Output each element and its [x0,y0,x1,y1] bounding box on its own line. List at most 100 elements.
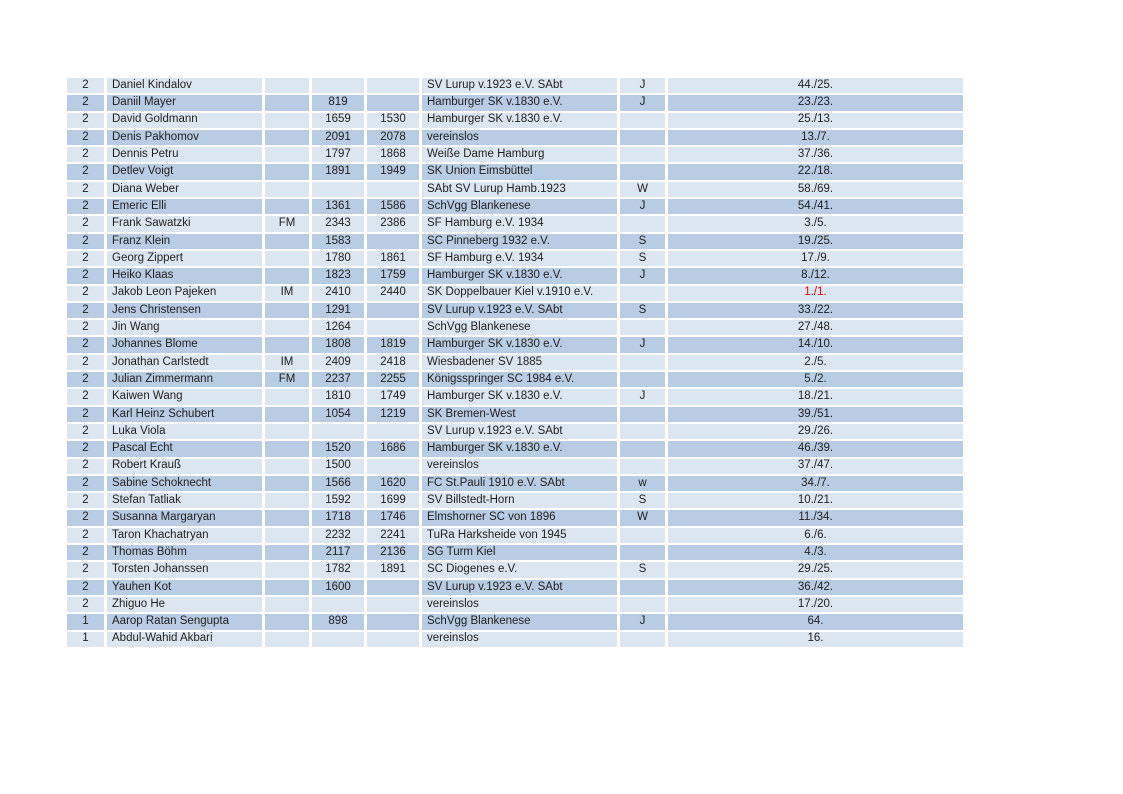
cell-title [265,181,312,200]
cell-name: Stefan Tatliak [107,493,265,511]
cell-rating2: 2241 [367,527,422,546]
table-row: 1 Abdul-Wahid Akbari vereinslos 16. [67,631,963,649]
cell-group: 2 [67,129,107,148]
cell-rating1: 1600 [312,579,367,597]
cell-flag [620,320,668,338]
table-row: 2 Jens Christensen 1291 SV Lurup v.1923 e.V… [67,302,963,321]
cell-club: SchVgg Blankenese [422,320,620,338]
table-row: 2 Sabine Schoknecht 1566 1620 FC St.Pauli 19… [67,475,963,494]
cell-title [265,527,312,546]
cell-rating2: 1746 [367,510,422,528]
table-row: 2 Kaiwen Wang 1810 1749 Hamburger SK v.1830 … [67,389,963,407]
cell-score: 18./21. [668,389,963,407]
cell-title [265,614,312,632]
cell-name: Abdul-Wahid Akbari [107,631,265,649]
cell-club: vereinslos [422,631,620,649]
cell-rating2 [367,78,422,96]
cell-name: Thomas Böhm [107,545,265,563]
cell-group: 2 [67,268,107,286]
cell-flag [620,372,668,390]
table-row: 2 Denis Pakhomov 2091 2078 vereinslos 13./7. [67,129,963,148]
cell-rating2: 1749 [367,389,422,407]
cell-score: 27./48. [668,320,963,338]
cell-flag [620,423,668,442]
table-row: 2 Stefan Tatliak 1592 1699 SV Billstedt-Horn… [67,493,963,511]
cell-title [265,441,312,459]
cell-rating1 [312,631,367,649]
table-row: 2 Thomas Böhm 2117 2136 SG Turm Kiel 4./3. [67,545,963,563]
table-row: 2 Detlev Voigt 1891 1949 SK Union Eimsbüttel… [67,164,963,182]
cell-name: Franz Klein [107,233,265,251]
cell-club: SV Lurup v.1923 e.V. SAbt [422,78,620,96]
cell-name: Denis Pakhomov [107,129,265,148]
cell-club: SchVgg Blankenese [422,199,620,217]
cell-rating1: 1264 [312,320,367,338]
cell-flag [620,458,668,476]
cell-score: 29./26. [668,424,963,442]
cell-score: 6./6. [668,528,963,546]
cell-rating1: 898 [312,614,367,632]
cell-name: Jens Christensen [107,302,265,321]
cell-score: 8./12. [668,268,963,286]
cell-flag: S [620,562,668,580]
cell-rating1: 2343 [312,216,367,234]
cell-rating2: 2386 [367,216,422,234]
cell-rating2: 1699 [367,493,422,511]
cell-score: 37./47. [668,459,963,476]
cell-name: Pascal Echt [107,441,265,459]
cell-flag [620,354,668,373]
cell-club: FC St.Pauli 1910 e.V. SAbt [422,475,620,494]
cell-rating2: 1868 [367,147,422,165]
cell-title: FM [265,372,312,390]
cell-score: 37./36. [668,147,963,165]
cell-name: Daniel Kindalov [107,78,265,96]
table-row: 2 Heiko Klaas 1823 1759 Hamburger SK v.1830 … [67,268,963,286]
cell-name: Jakob Leon Pajeken [107,285,265,303]
cell-rating2: 2078 [367,129,422,148]
cell-name: Robert Krauß [107,458,265,476]
cell-flag: J [620,95,668,113]
cell-flag [620,216,668,234]
cell-rating1: 1810 [312,389,367,407]
cell-club: Wiesbadener SV 1885 [422,354,620,373]
cell-title: IM [265,354,312,373]
table-row: 2 Frank Sawatzki FM 2343 2386 SF Hamburg e.V.… [67,216,963,234]
cell-club: Hamburger SK v.1830 e.V. [422,95,620,113]
cell-name: Zhiguo He [107,596,265,615]
cell-rating1: 1054 [312,406,367,424]
cell-score: 10./21. [668,493,963,511]
cell-title [265,233,312,251]
table-row: 2 Daniil Mayer 819 Hamburger SK v.1830 e.V.… [67,95,963,113]
cell-rating2: 2418 [367,354,422,373]
cell-flag [620,527,668,546]
cell-rating1: 1823 [312,268,367,286]
table-row: 2 Diana Weber SAbt SV Lurup Hamb.1923 W 58./… [67,181,963,200]
cell-title [265,493,312,511]
cell-group: 1 [67,631,107,649]
cell-rating2 [367,458,422,476]
cell-name: Julian Zimmermann [107,372,265,390]
cell-club: SF Hamburg e.V. 1934 [422,250,620,269]
cell-title [265,579,312,597]
cell-club: SV Lurup v.1923 e.V. SAbt [422,579,620,597]
cell-flag [620,164,668,182]
cell-club: SF Hamburg e.V. 1934 [422,216,620,234]
cell-title [265,320,312,338]
cell-title [265,545,312,563]
cell-rating2 [367,631,422,649]
cell-group: 2 [67,285,107,303]
cell-name: Torsten Johanssen [107,562,265,580]
cell-flag: S [620,302,668,321]
cell-club: vereinslos [422,596,620,615]
cell-name: Sabine Schoknecht [107,475,265,494]
cell-rating2 [367,320,422,338]
cell-club: SV Lurup v.1923 e.V. SAbt [422,423,620,442]
cell-name: Daniil Mayer [107,95,265,113]
cell-flag: W [620,510,668,528]
cell-group: 2 [67,112,107,130]
cell-name: Aarop Ratan Sengupta [107,614,265,632]
cell-score: 33./22. [668,303,963,321]
table-row: 2 Luka Viola SV Lurup v.1923 e.V. SAbt 29./… [67,423,963,442]
cell-name: Diana Weber [107,181,265,200]
cell-group: 2 [67,458,107,476]
